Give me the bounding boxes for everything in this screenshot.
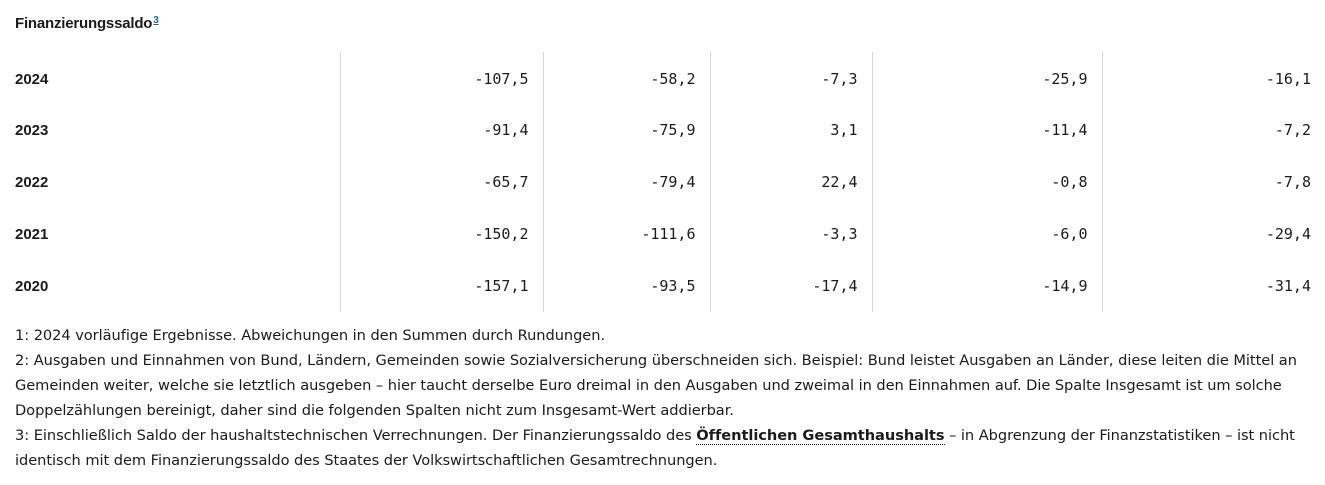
table-cell: -25,9 <box>871 52 1102 104</box>
table-cell: -91,4 <box>339 104 543 156</box>
footnote-ref-link[interactable]: 3 <box>153 15 159 26</box>
table-row: 2020 -157,1 -93,5 -17,4 -14,9 -31,4 <box>0 260 1325 312</box>
table-cell: -107,5 <box>339 52 543 104</box>
table-cell: -17,4 <box>709 260 872 312</box>
row-year: 2022 <box>15 173 49 191</box>
table-cell: -93,5 <box>542 260 710 312</box>
footnote-3-text-after: – in Abgrenzung der Finanzstatistiken – … <box>15 427 1295 469</box>
footnote-1: 1: 2024 vorläufige Ergebnisse. Abweichun… <box>15 327 606 344</box>
table-cell: -75,9 <box>542 104 710 156</box>
row-year: 2021 <box>15 225 49 243</box>
table-cell: -29,4 <box>1101 208 1325 260</box>
table-cell: -7,2 <box>1101 104 1325 156</box>
table-cell: -7,8 <box>1101 156 1325 208</box>
table-cell: -11,4 <box>871 104 1102 156</box>
row-year: 2024 <box>15 70 49 88</box>
footnote-3: 3: Einschließlich Saldo der haushaltstec… <box>15 423 1320 473</box>
table-cell: -111,6 <box>542 208 710 260</box>
table-row: 2023 -91,4 -75,9 3,1 -11,4 -7,2 <box>0 104 1325 156</box>
table-cell: -3,3 <box>709 208 872 260</box>
footnotes: 1: 2024 vorläufige Ergebnisse. Abweichun… <box>15 323 1320 473</box>
table-cell: -79,4 <box>542 156 710 208</box>
table-cell: 22,4 <box>709 156 872 208</box>
table-cell: -6,0 <box>871 208 1102 260</box>
financing-balance-table: 2024 -107,5 -58,2 -7,3 -25,9 -16,1 2023 … <box>0 52 1325 312</box>
row-year: 2023 <box>15 121 49 139</box>
table-row: 2021 -150,2 -111,6 -3,3 -6,0 -29,4 <box>0 208 1325 260</box>
table-cell: -31,4 <box>1101 260 1325 312</box>
table-cell: -150,2 <box>339 208 543 260</box>
table-cell: 3,1 <box>709 104 872 156</box>
table-cell: -0,8 <box>871 156 1102 208</box>
table-cell: -16,1 <box>1101 52 1325 104</box>
footnote-3-text-before: 3: Einschließlich Saldo der haushaltstec… <box>15 427 697 444</box>
section-title-text: Finanzierungssaldo <box>15 15 153 32</box>
row-year: 2020 <box>15 277 49 295</box>
table-cell: -58,2 <box>542 52 710 104</box>
section-title: Finanzierungssaldo3 <box>15 15 159 32</box>
table-cell: -65,7 <box>339 156 543 208</box>
gesamthaushalt-link[interactable]: Öffentlichen Gesamthaushalts <box>696 427 945 445</box>
table-cell: -7,3 <box>709 52 872 104</box>
footnote-2: 2: Ausgaben und Einnahmen von Bund, Länd… <box>15 352 1297 419</box>
table-cell: -14,9 <box>871 260 1102 312</box>
table-row: 2024 -107,5 -58,2 -7,3 -25,9 -16,1 <box>0 52 1325 104</box>
table-row: 2022 -65,7 -79,4 22,4 -0,8 -7,8 <box>0 156 1325 208</box>
table-cell: -157,1 <box>339 260 543 312</box>
